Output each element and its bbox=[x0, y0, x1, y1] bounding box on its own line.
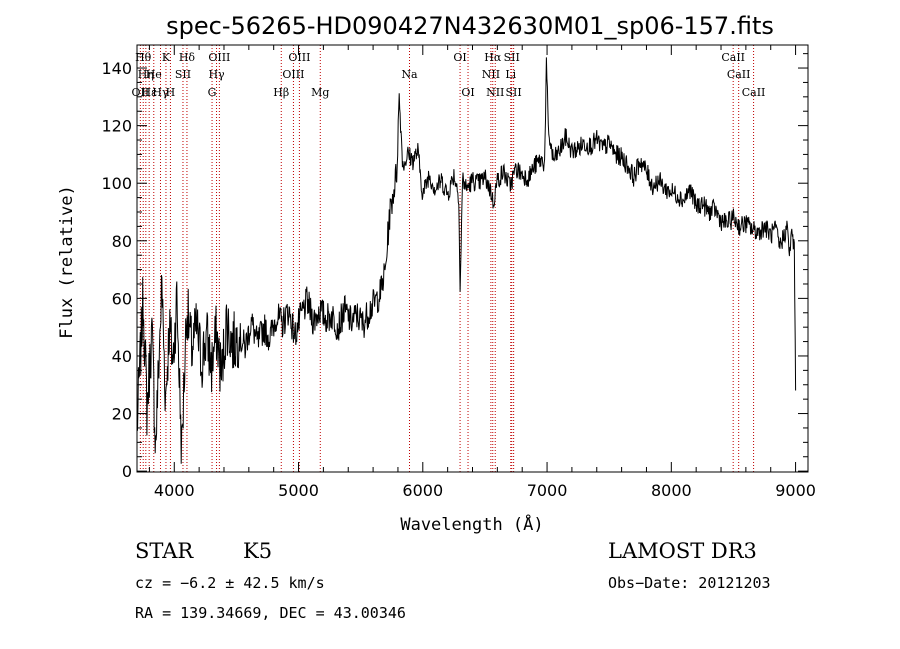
line-label: SII bbox=[175, 68, 191, 81]
y-tick-label: 120 bbox=[101, 117, 132, 136]
line-label: H bbox=[166, 86, 176, 99]
object-subclass: K5 bbox=[243, 539, 273, 563]
y-tick-label: 80 bbox=[112, 232, 132, 251]
chart-title: spec-56265-HD090427N432630M01_sp06-157.f… bbox=[166, 12, 774, 40]
x-axis-label: Wavelength (Å) bbox=[400, 513, 543, 535]
y-tick-label: 0 bbox=[122, 462, 132, 481]
line-label: CaII bbox=[742, 86, 766, 99]
spectral-line-markers bbox=[139, 45, 755, 472]
x-tick-label: 6000 bbox=[402, 481, 443, 500]
line-label: Hγ bbox=[208, 68, 225, 81]
x-tick-label: 4000 bbox=[154, 481, 195, 500]
x-tick-label: 5000 bbox=[278, 481, 319, 500]
line-label: Hα bbox=[484, 51, 502, 64]
y-axis-label: Flux (relative) bbox=[57, 185, 77, 339]
axis-ticks: 4000 5000 6000 7000 8000 9000 0 20 40 60 80 100 120 1… bbox=[101, 45, 816, 500]
line-label: Li bbox=[505, 68, 516, 81]
y-tick-label: 40 bbox=[112, 347, 132, 366]
coordinates: RA = 139.34669, DEC = 43.00346 bbox=[135, 604, 406, 622]
line-label: OII bbox=[131, 86, 149, 99]
line-label: G bbox=[208, 86, 217, 99]
object-class: STAR bbox=[135, 539, 194, 563]
spectrum-line bbox=[136, 57, 797, 464]
plot-frame bbox=[136, 44, 809, 473]
line-label: He bbox=[146, 68, 162, 81]
cz-value: cz = −6.2 ± 42.5 km/s bbox=[135, 574, 325, 592]
y-tick-label: 20 bbox=[112, 405, 132, 424]
line-label: NII bbox=[482, 68, 500, 81]
line-label: Hγ bbox=[152, 86, 169, 99]
x-tick-label: 8000 bbox=[651, 481, 692, 500]
line-label: OIII bbox=[288, 51, 310, 64]
line-label: OI bbox=[461, 86, 474, 99]
line-label: Hδ bbox=[179, 51, 196, 64]
line-label: OI bbox=[453, 51, 466, 64]
line-label: Hε bbox=[142, 86, 158, 99]
line-label: Hβ bbox=[273, 86, 289, 99]
y-tick-label: 140 bbox=[101, 59, 132, 78]
survey-name: LAMOST DR3 bbox=[608, 539, 757, 563]
y-tick-label: 100 bbox=[101, 174, 132, 193]
line-label: SII bbox=[506, 86, 522, 99]
line-label: K bbox=[162, 51, 171, 64]
line-label: OIII bbox=[282, 68, 304, 81]
line-label: Mg bbox=[311, 86, 329, 99]
y-tick-label: 60 bbox=[112, 289, 132, 308]
spectral-line-labels: OII Hθ Hη Hε He Hγ K H SII Hδ G Hγ OIII Hβ OIII OIII Mg N… bbox=[131, 51, 765, 99]
x-tick-label: 7000 bbox=[527, 481, 568, 500]
line-label: SII bbox=[504, 51, 520, 64]
line-label: Hη bbox=[138, 68, 154, 81]
line-label: CaII bbox=[721, 51, 745, 64]
line-label: CaII bbox=[727, 68, 751, 81]
line-label: NII bbox=[486, 86, 504, 99]
x-tick-label: 9000 bbox=[775, 481, 816, 500]
line-label: OIII bbox=[208, 51, 230, 64]
obs-date: Obs−Date: 20121203 bbox=[608, 574, 771, 592]
line-label: Hθ bbox=[135, 51, 152, 64]
line-label: Na bbox=[401, 68, 418, 81]
